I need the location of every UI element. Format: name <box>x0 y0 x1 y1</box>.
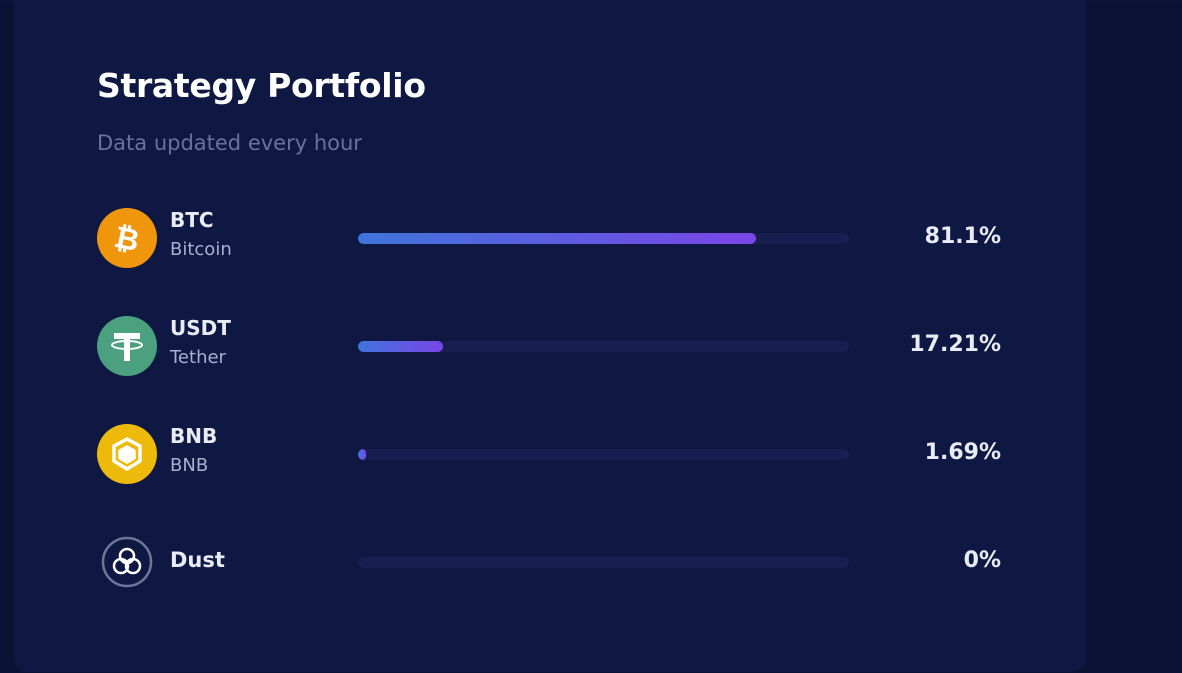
asset-symbol: Dust <box>170 548 225 572</box>
asset-row-dust: Dust 0% <box>0 532 1182 592</box>
asset-row-bnb: BNB BNB 1.69% <box>0 424 1182 484</box>
allocation-fill <box>358 341 443 352</box>
asset-symbol: BTC <box>170 208 214 232</box>
svg-text:₿: ₿ <box>111 221 142 255</box>
asset-symbol: BNB <box>170 424 218 448</box>
asset-row-usdt: USDT Tether 17.21% <box>0 316 1182 376</box>
allocation-bar <box>358 449 849 460</box>
asset-name: Tether <box>170 347 226 368</box>
allocation-percent: 0% <box>963 548 1001 573</box>
allocation-fill <box>358 233 757 244</box>
asset-row-btc: ₿ BTC Bitcoin 81.1% <box>0 208 1182 268</box>
allocation-bar <box>358 233 849 244</box>
allocation-percent: 81.1% <box>924 224 1001 249</box>
asset-symbol: USDT <box>170 316 231 340</box>
allocation-percent: 1.69% <box>924 440 1001 465</box>
asset-name: BNB <box>170 455 209 476</box>
bnb-icon <box>97 424 157 484</box>
background-panel <box>1086 3 1182 673</box>
allocation-fill <box>358 449 367 460</box>
allocation-percent: 17.21% <box>909 332 1001 357</box>
allocation-bar <box>358 341 849 352</box>
dust-icon <box>97 532 157 592</box>
update-note: Data updated every hour <box>97 131 362 155</box>
asset-name: Bitcoin <box>170 239 232 260</box>
bitcoin-icon: ₿ <box>97 208 157 268</box>
tether-icon <box>97 316 157 376</box>
page-title: Strategy Portfolio <box>97 66 426 105</box>
allocation-bar <box>358 557 849 568</box>
